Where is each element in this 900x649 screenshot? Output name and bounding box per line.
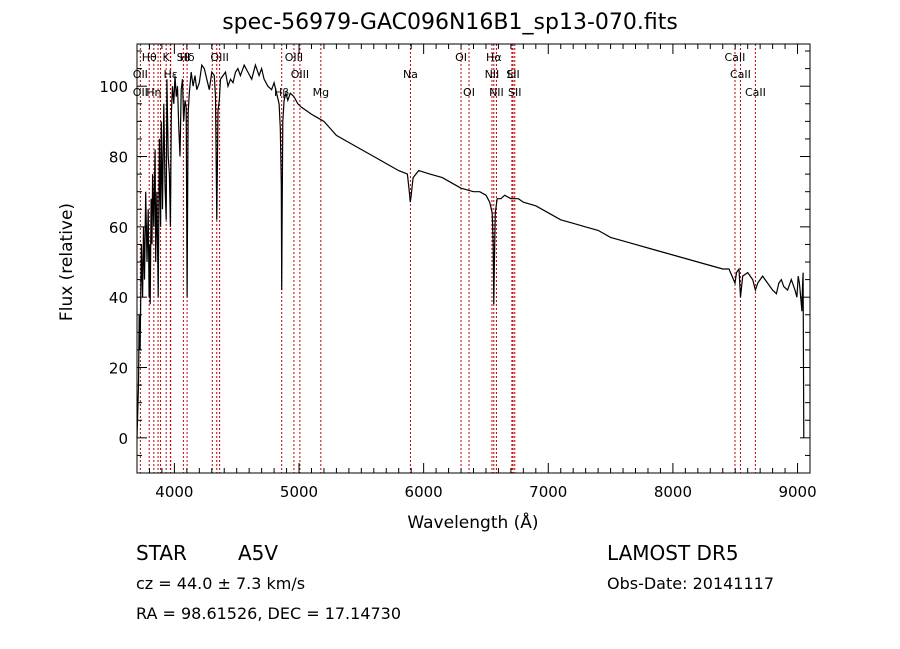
spectrum-series [136,63,805,438]
line-label-1-0: OII [133,68,148,81]
line-label-1-1: Hε [164,68,178,81]
line-label-0-3: OIII [210,51,228,64]
spectral-line-markers [139,44,756,473]
x-axis-label: Wavelength (Å) [407,511,538,533]
x-tick-label-1: 5000 [280,483,318,501]
line-label-0-4: OIII [285,51,303,64]
y-axis-ticks: 0 20 40 60 80 100 [99,50,810,474]
line-label-1-6: Li [507,68,516,81]
x-tick-label-2: 6000 [405,483,443,501]
line-label-1-5: NII [485,68,500,81]
survey-name: LAMOST DR5 [607,541,739,565]
line-label-0-6: Hα [486,51,502,64]
line-label-2-6: SII [508,86,521,99]
observation-date: Obs-Date: 20141117 [607,574,775,593]
line-label-0-1: K [163,51,171,64]
line-label-0-5: OI [455,51,467,64]
y-tick-label-4: 80 [109,149,128,167]
plot-frame [136,43,811,474]
line-label-0-2: Hδ [180,51,195,64]
x-tick-label-5: 9000 [778,483,816,501]
redshift-velocity: cz = 44.0 ± 7.3 km/s [136,574,306,593]
line-label-2-4: OI [463,86,475,99]
spectral-line-labels: Hθ K Hδ OIII OIII OI Hα SII CaII OII Hε SII OIII Na NI… [133,51,766,99]
line-label-0-7: SII [177,51,190,64]
y-tick-label-2: 40 [109,289,128,307]
chart-title: spec-56979-GAC096N16B1_sp13-070.fits [222,10,678,35]
y-tick-label-3: 60 [109,219,128,237]
object-class: STAR [136,541,187,565]
line-label-1-7: CaII [730,68,751,81]
line-label-2-5: NII [489,86,504,99]
y-tick-label-0: 0 [118,430,128,448]
spectrum-line-0 [136,63,805,438]
object-subclass: A5V [238,541,279,565]
coordinates: RA = 98.61526, DEC = 17.14730 [136,604,402,623]
line-label-0-0: Hθ [142,51,157,64]
x-tick-label-0: 4000 [155,483,193,501]
x-tick-label-3: 7000 [529,483,567,501]
line-label-1-2: SII [506,68,519,81]
line-label-2-1: Hη [146,86,161,99]
line-label-2-3: Mg [313,86,329,99]
line-label-1-3: OIII [291,68,309,81]
y-tick-label-1: 20 [109,360,128,378]
y-axis-label: Flux (relative) [57,203,77,321]
line-label-0-8: CaII [725,51,746,64]
x-axis-ticks: 4000 5000 6000 7000 8000 9000 [136,44,817,501]
line-label-1-4: Na [403,68,418,81]
line-label-2-7: CaII [745,86,766,99]
x-tick-label-4: 8000 [654,483,692,501]
y-tick-label-5: 100 [99,78,128,96]
